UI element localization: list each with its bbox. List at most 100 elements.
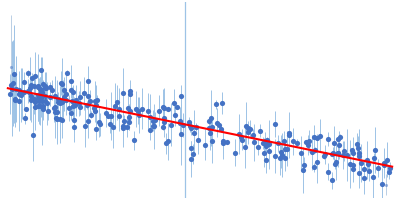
Point bbox=[274, 142, 281, 145]
Point bbox=[220, 139, 226, 142]
Point bbox=[311, 136, 317, 139]
Point bbox=[37, 104, 43, 108]
Point bbox=[325, 137, 331, 140]
Point bbox=[236, 132, 242, 135]
Point bbox=[370, 176, 377, 179]
Point bbox=[356, 151, 362, 154]
Point bbox=[116, 108, 122, 111]
Point bbox=[40, 104, 47, 107]
Point bbox=[59, 119, 66, 122]
Point bbox=[262, 144, 269, 147]
Point bbox=[330, 152, 336, 155]
Point bbox=[242, 145, 248, 148]
Point bbox=[11, 72, 17, 75]
Point bbox=[45, 110, 52, 113]
Point bbox=[38, 68, 44, 71]
Point bbox=[341, 150, 347, 153]
Point bbox=[52, 95, 58, 98]
Point bbox=[35, 97, 42, 100]
Point bbox=[43, 86, 49, 89]
Point bbox=[70, 104, 76, 108]
Point bbox=[63, 93, 69, 96]
Point bbox=[202, 143, 208, 146]
Point bbox=[84, 103, 90, 107]
Point bbox=[57, 118, 64, 121]
Point bbox=[77, 95, 84, 99]
Point bbox=[66, 106, 73, 109]
Point bbox=[70, 118, 77, 121]
Point bbox=[63, 98, 70, 102]
Point bbox=[293, 141, 300, 145]
Point bbox=[208, 125, 215, 128]
Point bbox=[188, 157, 194, 161]
Point bbox=[38, 99, 45, 103]
Point bbox=[250, 133, 256, 136]
Point bbox=[36, 100, 42, 103]
Point bbox=[136, 114, 142, 117]
Point bbox=[168, 123, 174, 126]
Point bbox=[124, 126, 131, 129]
Point bbox=[160, 126, 166, 129]
Point bbox=[120, 125, 126, 128]
Point bbox=[52, 110, 59, 113]
Point bbox=[61, 89, 67, 92]
Point bbox=[76, 106, 83, 109]
Point bbox=[42, 94, 48, 97]
Point bbox=[206, 126, 213, 129]
Point bbox=[53, 110, 60, 114]
Point bbox=[206, 132, 213, 135]
Point bbox=[332, 162, 338, 165]
Point bbox=[127, 92, 133, 95]
Point bbox=[242, 124, 249, 127]
Point bbox=[261, 151, 267, 154]
Point bbox=[244, 131, 251, 134]
Point bbox=[127, 89, 134, 93]
Point bbox=[283, 147, 290, 150]
Point bbox=[286, 133, 292, 136]
Point bbox=[85, 80, 91, 83]
Point bbox=[155, 109, 162, 112]
Point bbox=[344, 153, 350, 157]
Point bbox=[58, 81, 65, 84]
Point bbox=[279, 154, 285, 157]
Point bbox=[39, 90, 45, 93]
Point bbox=[303, 140, 310, 143]
Point bbox=[92, 110, 98, 113]
Point bbox=[335, 151, 341, 155]
Point bbox=[72, 99, 79, 102]
Point bbox=[28, 77, 35, 80]
Point bbox=[126, 120, 132, 123]
Point bbox=[361, 176, 367, 180]
Point bbox=[218, 101, 225, 105]
Point bbox=[152, 119, 158, 122]
Point bbox=[177, 119, 184, 122]
Point bbox=[174, 105, 180, 109]
Point bbox=[134, 109, 141, 112]
Point bbox=[27, 87, 33, 90]
Point bbox=[334, 151, 341, 154]
Point bbox=[165, 140, 172, 143]
Point bbox=[314, 160, 320, 164]
Point bbox=[208, 117, 214, 120]
Point bbox=[186, 125, 193, 128]
Point bbox=[209, 139, 215, 142]
Point bbox=[354, 142, 360, 145]
Point bbox=[150, 125, 156, 128]
Point bbox=[34, 104, 41, 107]
Point bbox=[224, 140, 230, 144]
Point bbox=[286, 132, 292, 135]
Point bbox=[147, 128, 154, 131]
Point bbox=[333, 160, 339, 163]
Point bbox=[105, 114, 112, 117]
Point bbox=[381, 162, 388, 165]
Point bbox=[56, 102, 63, 105]
Point bbox=[12, 99, 18, 102]
Point bbox=[32, 106, 38, 109]
Point bbox=[186, 121, 192, 124]
Point bbox=[9, 87, 16, 90]
Point bbox=[46, 95, 53, 98]
Point bbox=[314, 136, 320, 140]
Point bbox=[94, 99, 100, 102]
Point bbox=[13, 88, 19, 91]
Point bbox=[38, 95, 44, 98]
